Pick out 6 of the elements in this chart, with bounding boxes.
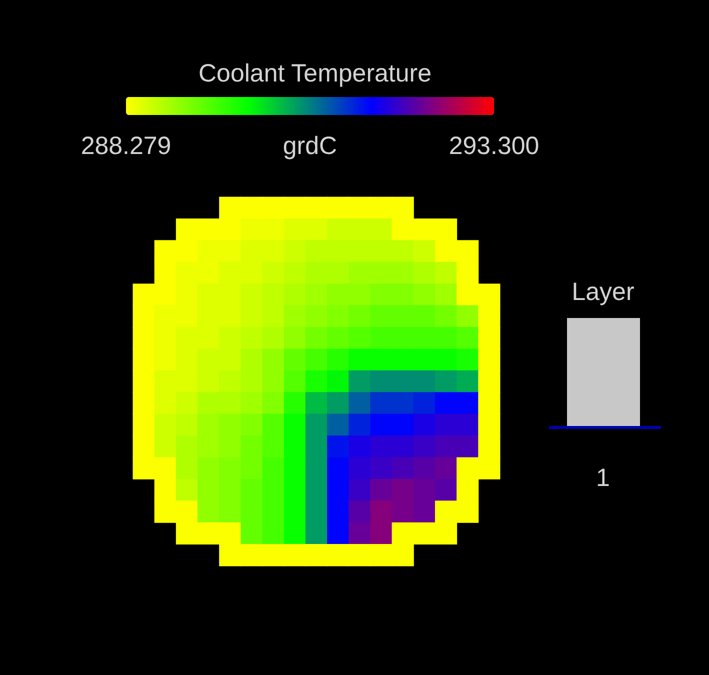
color-bar-title: grdC [282,132,338,160]
color-bar-label: 293.300 [448,132,540,160]
chart-title: Coolant Temperature [198,60,432,88]
text: 1 [596,464,610,492]
color-bar-label: 288.279 [80,132,172,160]
text: Layer [572,278,634,306]
